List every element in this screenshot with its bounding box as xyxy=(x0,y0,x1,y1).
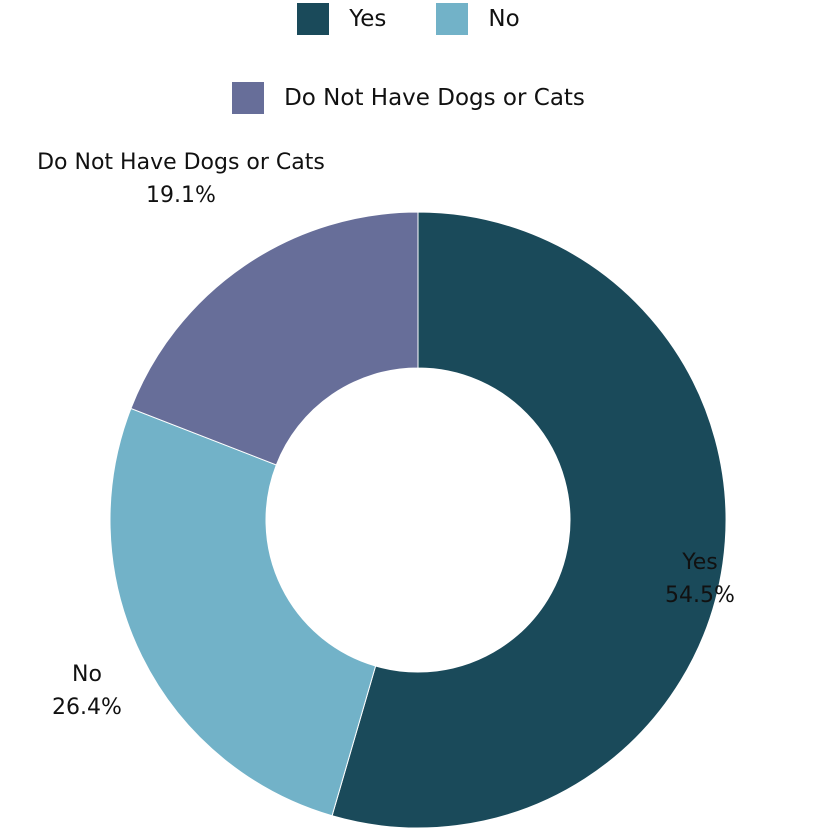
legend-label-no: No xyxy=(488,6,520,32)
slice-label-no-value: 26.4% xyxy=(52,695,122,720)
legend-item-yes[interactable]: Yes xyxy=(297,3,386,35)
slice-label-yes-value: 54.5% xyxy=(665,583,735,608)
legend-item-no-pets[interactable]: Do Not Have Dogs or Cats xyxy=(232,82,585,114)
legend-swatch-yes xyxy=(297,3,330,35)
slice-label-yes: Yes 54.5% xyxy=(625,546,775,612)
slice-label-no-name: No xyxy=(72,662,102,687)
slice-no[interactable] xyxy=(109,407,377,817)
legend-swatch-no-pets xyxy=(232,82,265,114)
slice-label-yes-name: Yes xyxy=(682,550,718,575)
slice-no-pets[interactable] xyxy=(130,211,419,466)
slice-label-no-pets-value: 19.1% xyxy=(146,183,216,208)
legend-label-yes: Yes xyxy=(349,6,387,32)
slice-label-no-pets: Do Not Have Dogs or Cats 19.1% xyxy=(0,146,371,212)
legend-swatch-no xyxy=(436,3,469,35)
slice-label-no: No 26.4% xyxy=(12,658,162,724)
slice-yes[interactable] xyxy=(331,211,727,829)
legend-row-1: Yes No xyxy=(0,3,817,35)
legend-item-no[interactable]: No xyxy=(436,3,520,35)
legend-label-no-pets: Do Not Have Dogs or Cats xyxy=(284,85,585,111)
slice-label-no-pets-name: Do Not Have Dogs or Cats xyxy=(37,150,325,175)
legend-row-2: Do Not Have Dogs or Cats xyxy=(0,82,817,114)
